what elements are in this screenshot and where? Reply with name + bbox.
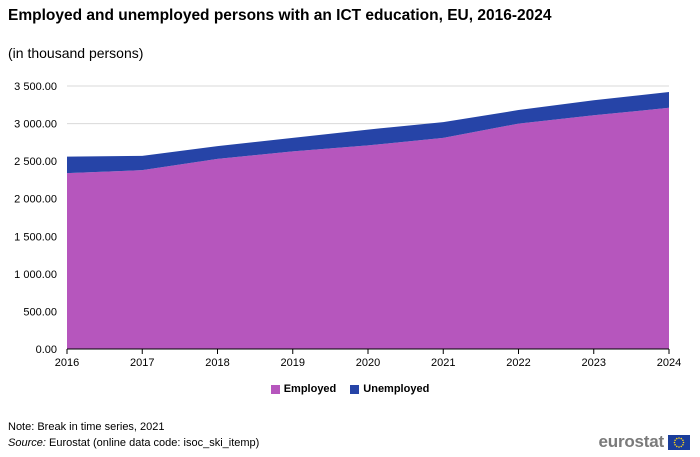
y-tick-label: 1 500.00: [14, 231, 57, 243]
x-tick-label: 2022: [506, 357, 530, 369]
x-tick-label: 2016: [55, 357, 79, 369]
chart-title: Employed and unemployed persons with an …: [8, 7, 552, 24]
source-line: Source: Eurostat (online data code: isoc…: [8, 437, 259, 449]
eu-flag-icon: [668, 434, 690, 450]
x-tick-label: 2017: [130, 357, 154, 369]
area-series-employed: [67, 107, 669, 349]
source-text: Eurostat (online data code: isoc_ski_ite…: [48, 437, 260, 449]
x-tick-label: 2018: [205, 357, 229, 369]
y-tick-label: 500.00: [23, 306, 57, 318]
footnote: Note: Break in time series, 2021: [8, 421, 165, 433]
legend-label-unemployed: Unemployed: [363, 383, 430, 395]
y-tick-label: 2 500.00: [14, 156, 57, 168]
y-tick-label: 3 500.00: [14, 81, 57, 93]
legend-item-unemployed: Unemployed: [350, 383, 429, 395]
legend-label-employed: Employed: [283, 383, 337, 395]
x-tick-label: 2024: [657, 357, 681, 369]
x-tick-label: 2021: [431, 357, 455, 369]
source-label: Source:: [8, 437, 46, 449]
chart-subtitle: (in thousand persons): [8, 45, 144, 61]
eurostat-logo-text: eurostat: [598, 432, 665, 451]
area-chart: 0.00 500.00 1 000.00 1 500.00 2 000.00 2 500.…: [14, 81, 681, 369]
y-tick-label: 2 000.00: [14, 194, 57, 206]
x-tick-label: 2019: [281, 357, 305, 369]
y-tick-label: 0.00: [36, 344, 57, 356]
y-tick-label: 1 000.00: [14, 269, 57, 281]
area-series-unemployed: [67, 92, 669, 174]
legend-item-employed: Employed: [270, 383, 337, 395]
x-tick-label: 2020: [356, 357, 380, 369]
eurostat-logo: eurostat: [599, 432, 690, 452]
y-tick-label: 3 000.00: [14, 119, 57, 131]
x-tick-label: 2023: [582, 357, 606, 369]
legend: Employed Unemployed: [0, 383, 700, 395]
legend-swatch-unemployed: [350, 384, 360, 394]
legend-swatch-employed: [270, 384, 280, 394]
